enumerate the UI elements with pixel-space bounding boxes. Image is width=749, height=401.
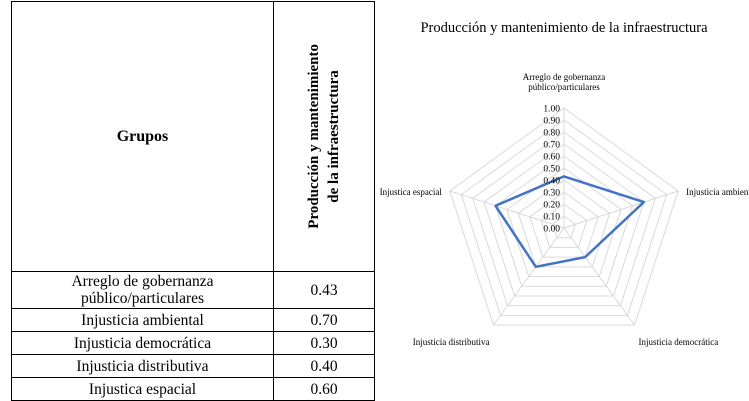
table-row: Injusticia democrática 0.30: [11, 331, 375, 355]
groups-header: Grupos: [11, 1, 274, 272]
axis-label: Injusticia democrática: [639, 337, 719, 347]
row-label: Injusticia democrática: [11, 331, 274, 355]
tick-label: 0.00: [543, 225, 560, 235]
metric-header-line2: de la infraestructura: [326, 70, 342, 203]
tick-label: 0.60: [543, 153, 560, 163]
row-value: 0.70: [273, 308, 375, 332]
tick-label: 0.40: [543, 177, 560, 187]
table-header-row: Grupos Producción y mantenimiento de la …: [11, 1, 375, 272]
row-label: Arreglo de gobernanza público/particular…: [11, 271, 274, 309]
tick-label: 1.00: [543, 105, 560, 115]
series-line: [494, 175, 646, 269]
row-value: 0.30: [273, 331, 375, 355]
row-label: Injustica espacial: [11, 377, 274, 401]
table-row: Arreglo de gobernanza público/particular…: [11, 271, 375, 309]
radar-grid: [449, 107, 679, 326]
grid-ring: [551, 215, 577, 239]
grid-ring: [449, 107, 679, 326]
radar-series: [494, 175, 646, 269]
grid-ring: [472, 131, 656, 307]
row-value: 0.40: [273, 354, 375, 378]
table-row: Injustica espacial 0.60: [11, 377, 375, 401]
grid-ring: [460, 119, 668, 316]
axis-label: público/particulares: [528, 82, 600, 92]
tick-label: 0.70: [543, 141, 560, 151]
axis-label: Injusticia distributiva: [413, 337, 490, 347]
grid-ring: [540, 203, 588, 248]
axis-label: Injusticia ambiental: [686, 187, 749, 197]
row-value: 0.43: [273, 271, 375, 309]
grid-spoke: [493, 227, 565, 326]
tick-label: 0.20: [543, 201, 560, 211]
row-label: Injusticia ambiental: [11, 308, 274, 332]
table-row: Injusticia distributiva 0.40: [11, 354, 375, 378]
row-value: 0.60: [273, 377, 375, 401]
grid-spoke: [449, 190, 565, 229]
grid-ring: [517, 179, 611, 268]
tick-label: 0.30: [543, 189, 560, 199]
radar-axis-labels: Arreglo de gobernanzapúblico/particulare…: [380, 72, 749, 347]
tick-label: 0.10: [543, 213, 560, 223]
radar-chart: Producción y mantenimiento de la infraes…: [380, 20, 749, 347]
tick-label: 0.50: [543, 165, 560, 175]
axis-label: Arreglo de gobernanza: [523, 72, 605, 82]
table-row: Injusticia ambiental 0.70: [11, 308, 375, 332]
tick-label: 0.90: [543, 117, 560, 127]
grid-ring: [494, 155, 634, 287]
row-label-line2: público/particulares: [80, 290, 205, 307]
tick-label: 0.80: [543, 129, 560, 139]
row-label-line1: Arreglo de gobernanza: [71, 273, 214, 290]
axis-label: Injustica espacial: [380, 187, 442, 197]
chart-title: Producción y mantenimiento de la infraes…: [420, 20, 708, 36]
groups-table: Grupos Producción y mantenimiento de la …: [11, 1, 375, 401]
radar-tick-labels: 0.00 0.10 0.20 0.30 0.40 0.50 0.60 0.70 0.80 0.90…: [543, 105, 560, 235]
grid-ring: [529, 191, 599, 258]
metric-header: Producción y mantenimiento de la infraes…: [273, 1, 375, 272]
metric-header-line1: Producción y mantenimiento: [306, 44, 322, 229]
row-label: Injusticia distributiva: [11, 354, 274, 378]
grid-ring: [506, 167, 622, 278]
grid-spoke: [563, 190, 679, 229]
grid-spoke: [563, 227, 635, 326]
grid-ring: [483, 143, 645, 297]
